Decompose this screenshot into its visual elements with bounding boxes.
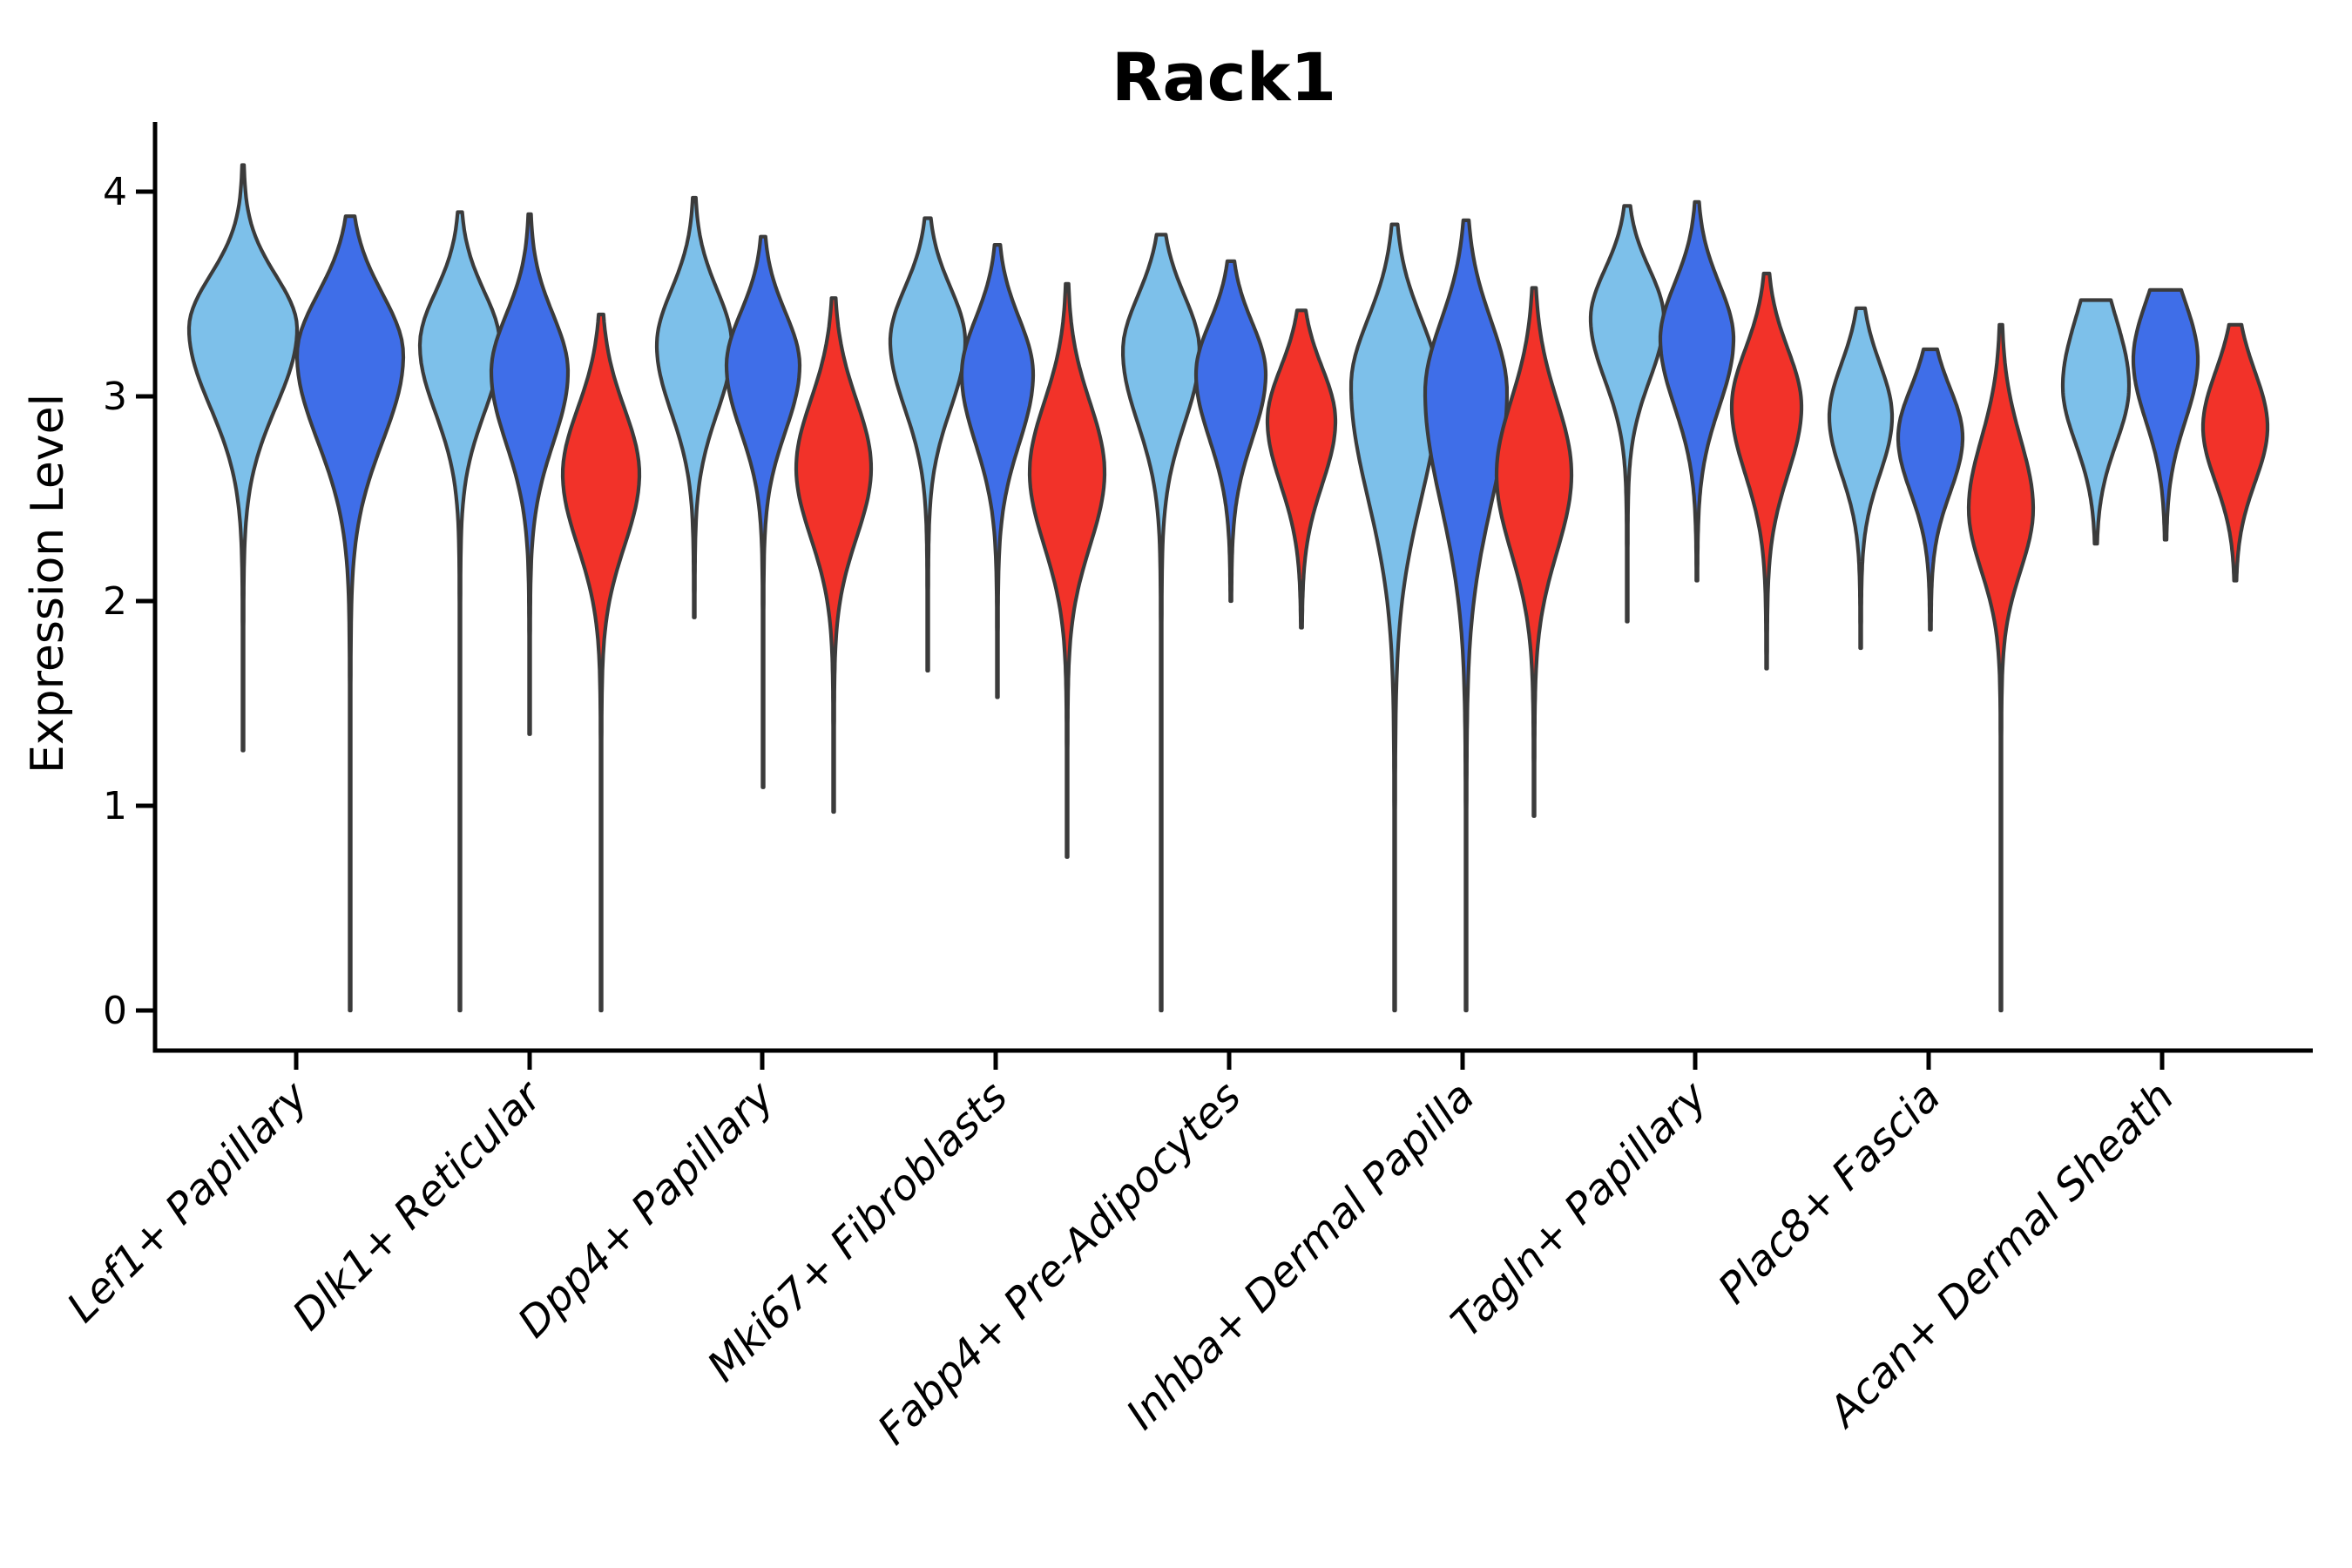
- x-tick-label-0: Lef1+ Papillary: [57, 1071, 318, 1332]
- violin-fabp4-pre-adipocytes-red: [1265, 308, 1338, 630]
- y-tick-label-4: 4: [103, 170, 127, 214]
- violin-mki67-fibroblasts-dark_blue: [959, 243, 1036, 700]
- violin-inhba-dermal-papilla-red: [1494, 286, 1574, 818]
- violin-dpp4-papillary-dark_blue: [724, 234, 802, 789]
- violin-acan-dermal-sheath-red: [2200, 322, 2270, 583]
- violins-group: [186, 163, 2270, 1013]
- violin-plac8-fascia-red: [1966, 322, 2036, 1013]
- violin-inhba-dermal-papilla-dark_blue: [1423, 218, 1510, 1013]
- axes: [136, 122, 2313, 1070]
- violin-acan-dermal-sheath-light_blue: [2060, 298, 2132, 546]
- y-tick-label-2: 2: [103, 579, 127, 624]
- y-tick-label-1: 1: [103, 784, 127, 828]
- violin-dlk1-reticular-red: [560, 312, 642, 1013]
- violin-dpp4-papillary-red: [794, 296, 874, 814]
- violin-dpp4-papillary-light_blue: [654, 195, 734, 619]
- y-tick-label-3: 3: [103, 375, 127, 419]
- violin-mki67-fibroblasts-light_blue: [888, 216, 968, 672]
- x-tick-label-6: Tagln+ Papillary: [1442, 1071, 1717, 1347]
- y-axis-label: Expression Level: [22, 394, 74, 774]
- violin-inhba-dermal-papilla-light_blue: [1348, 222, 1441, 1013]
- x-tick-label-2: Dpp4+ Papillary: [509, 1071, 784, 1347]
- violin-fabp4-pre-adipocytes-dark_blue: [1193, 259, 1268, 604]
- y-tick-label-0: 0: [103, 989, 127, 1033]
- violin-dlk1-reticular-light_blue: [417, 210, 503, 1013]
- violin-plac8-fascia-dark_blue: [1896, 347, 1965, 632]
- violin-plac8-fascia-light_blue: [1827, 306, 1895, 651]
- x-tick-label-7: Plac8+ Fascia: [1709, 1072, 1950, 1314]
- violin-lef1-papillary-light_blue: [186, 163, 300, 753]
- violin-mki67-fibroblasts-red: [1027, 281, 1107, 859]
- violin-tagln-papillary-dark_blue: [1658, 199, 1736, 583]
- violin-dlk1-reticular-dark_blue: [489, 212, 571, 736]
- x-tick-label-1: Dlk1+ Reticular: [283, 1071, 553, 1341]
- violin-tagln-papillary-red: [1729, 271, 1804, 671]
- violin-fabp4-pre-adipocytes-light_blue: [1121, 233, 1201, 1013]
- violin-tagln-papillary-light_blue: [1588, 204, 1666, 624]
- plot-title: Rack1: [1112, 38, 1336, 116]
- violin-lef1-papillary-dark_blue: [294, 214, 406, 1013]
- violin-acan-dermal-sheath-dark_blue: [2131, 287, 2200, 542]
